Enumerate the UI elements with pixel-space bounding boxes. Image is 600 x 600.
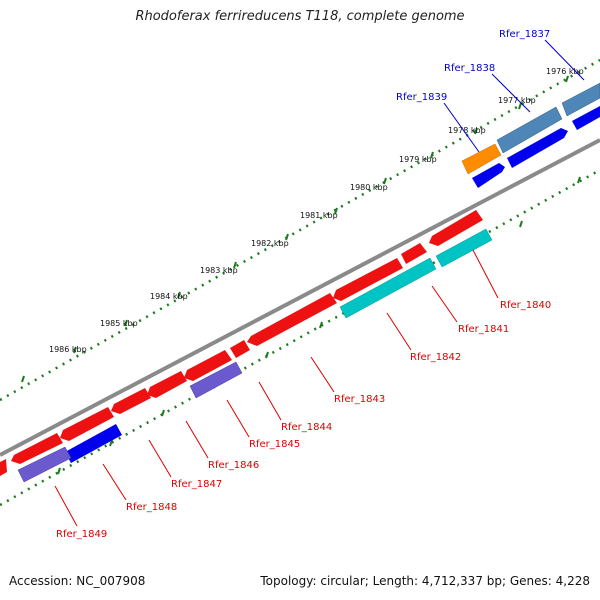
kbp-label: 1981 kbp bbox=[300, 211, 338, 220]
forward-genes[interactable] bbox=[461, 82, 600, 188]
leader-rfer-1843 bbox=[310, 356, 335, 393]
leader-rfer-1838 bbox=[491, 73, 531, 113]
gene-blue-small[interactable] bbox=[472, 163, 505, 188]
gene-rfer-1840[interactable] bbox=[429, 210, 483, 246]
gene-rfer-1838[interactable] bbox=[496, 106, 563, 154]
label-rfer-1848[interactable]: Rfer_1848 bbox=[126, 502, 177, 513]
major-tick bbox=[285, 233, 289, 241]
gene-red-h[interactable] bbox=[60, 407, 114, 441]
kbp-label: 1983 kbp bbox=[200, 266, 238, 275]
major-tick bbox=[124, 319, 128, 327]
gene-blue-forward-2[interactable] bbox=[572, 106, 600, 130]
leader-rfer-1849 bbox=[54, 485, 78, 527]
leader-rfer-1842 bbox=[386, 312, 412, 351]
map-title: Rhodoferax ferrireducens T118, complete … bbox=[135, 9, 465, 24]
gene-rfer-1848[interactable] bbox=[65, 424, 122, 463]
major-tick bbox=[518, 102, 522, 110]
leader-rfer-1839 bbox=[443, 102, 480, 153]
gene-red-e[interactable] bbox=[184, 350, 232, 381]
label-rfer-1841[interactable]: Rfer_1841 bbox=[458, 324, 509, 335]
label-rfer-1847[interactable]: Rfer_1847 bbox=[171, 479, 222, 490]
label-rfer-1840[interactable]: Rfer_1840 bbox=[500, 300, 551, 311]
gene-red-j[interactable] bbox=[0, 459, 7, 476]
genome-backbone bbox=[0, 138, 600, 457]
kbp-label: 1978 kbp bbox=[448, 126, 486, 135]
label-rfer-1846[interactable]: Rfer_1846 bbox=[208, 460, 259, 471]
kbp-label: 1982 kbp bbox=[251, 239, 289, 248]
kbp-label: 1977 kbp bbox=[498, 96, 536, 105]
gene-red-c[interactable] bbox=[247, 293, 337, 346]
major-tick bbox=[161, 409, 165, 417]
gene-red-f[interactable] bbox=[147, 371, 187, 398]
label-rfer-1839[interactable]: Rfer_1839 bbox=[396, 92, 447, 103]
leader-rfer-1845 bbox=[226, 399, 250, 438]
major-tick bbox=[109, 439, 113, 447]
gene-red-b[interactable] bbox=[333, 258, 403, 301]
label-rfer-1837[interactable]: Rfer_1837 bbox=[499, 29, 550, 40]
leader-rfer-1841 bbox=[431, 285, 458, 323]
gene-labels: Rfer_1837 Rfer_1838 Rfer_1839 Rfer_1840 … bbox=[56, 29, 551, 540]
kbp-label: 1979 kbp bbox=[399, 155, 437, 164]
reverse-red-genes[interactable] bbox=[0, 210, 483, 476]
kbp-label: 1984 kbp bbox=[150, 292, 188, 301]
leader-rfer-1844 bbox=[258, 381, 282, 421]
major-tick bbox=[319, 321, 323, 329]
major-tick bbox=[265, 351, 269, 359]
kbp-label: 1985 kbp bbox=[100, 319, 138, 328]
gene-rfer-1849[interactable] bbox=[17, 446, 72, 483]
kbp-labels: 1976 kbp 1977 kbp 1978 kbp 1979 kbp 1980… bbox=[49, 67, 584, 354]
label-rfer-1838[interactable]: Rfer_1838 bbox=[444, 63, 495, 74]
leader-lines bbox=[54, 39, 585, 527]
label-rfer-1845[interactable]: Rfer_1845 bbox=[249, 439, 300, 450]
gene-rfer-1842[interactable] bbox=[339, 257, 437, 319]
label-rfer-1849[interactable]: Rfer_1849 bbox=[56, 529, 107, 540]
major-tick bbox=[474, 127, 478, 135]
accession-label: Accession: NC_007908 bbox=[9, 574, 146, 588]
outer-tick-track bbox=[0, 58, 600, 402]
gene-rfer-1841[interactable] bbox=[435, 228, 493, 268]
leader-rfer-1846 bbox=[185, 420, 209, 459]
label-rfer-1842[interactable]: Rfer_1842 bbox=[410, 352, 461, 363]
major-tick bbox=[565, 75, 569, 83]
major-tick bbox=[57, 467, 61, 475]
gene-red-a[interactable] bbox=[401, 243, 427, 264]
gene-blue-forward[interactable] bbox=[507, 128, 568, 168]
leader-rfer-1847 bbox=[148, 439, 172, 478]
leader-rfer-1837 bbox=[544, 39, 585, 81]
gene-rfer-1845[interactable] bbox=[189, 361, 243, 399]
topology-label: Topology: circular; Length: 4,712,337 bp… bbox=[260, 574, 590, 588]
kbp-label: 1976 kbp bbox=[546, 67, 584, 76]
major-tick bbox=[21, 375, 25, 383]
kbp-label: 1986 kbp bbox=[49, 345, 87, 354]
reverse-inner-genes[interactable] bbox=[17, 228, 493, 483]
major-tick bbox=[430, 151, 434, 159]
major-tick bbox=[383, 177, 387, 185]
kbp-label: 1980 kbp bbox=[350, 183, 388, 192]
major-tick bbox=[233, 261, 237, 269]
label-rfer-1844[interactable]: Rfer_1844 bbox=[281, 422, 332, 433]
major-tick bbox=[177, 291, 181, 299]
label-rfer-1843[interactable]: Rfer_1843 bbox=[334, 394, 385, 405]
gene-rfer-1839[interactable] bbox=[461, 143, 502, 175]
gene-red-d[interactable] bbox=[230, 340, 250, 358]
major-ticks bbox=[21, 75, 569, 383]
major-tick bbox=[73, 346, 77, 354]
leader-rfer-1840 bbox=[472, 249, 499, 299]
major-tick bbox=[519, 220, 523, 228]
major-tick bbox=[577, 176, 581, 184]
major-tick bbox=[334, 207, 338, 215]
gene-red-g[interactable] bbox=[111, 388, 151, 414]
inner-tick-track bbox=[0, 168, 600, 507]
gene-rfer-1837[interactable] bbox=[561, 82, 600, 117]
leader-rfer-1848 bbox=[102, 463, 127, 501]
gene-red-i[interactable] bbox=[11, 433, 63, 464]
